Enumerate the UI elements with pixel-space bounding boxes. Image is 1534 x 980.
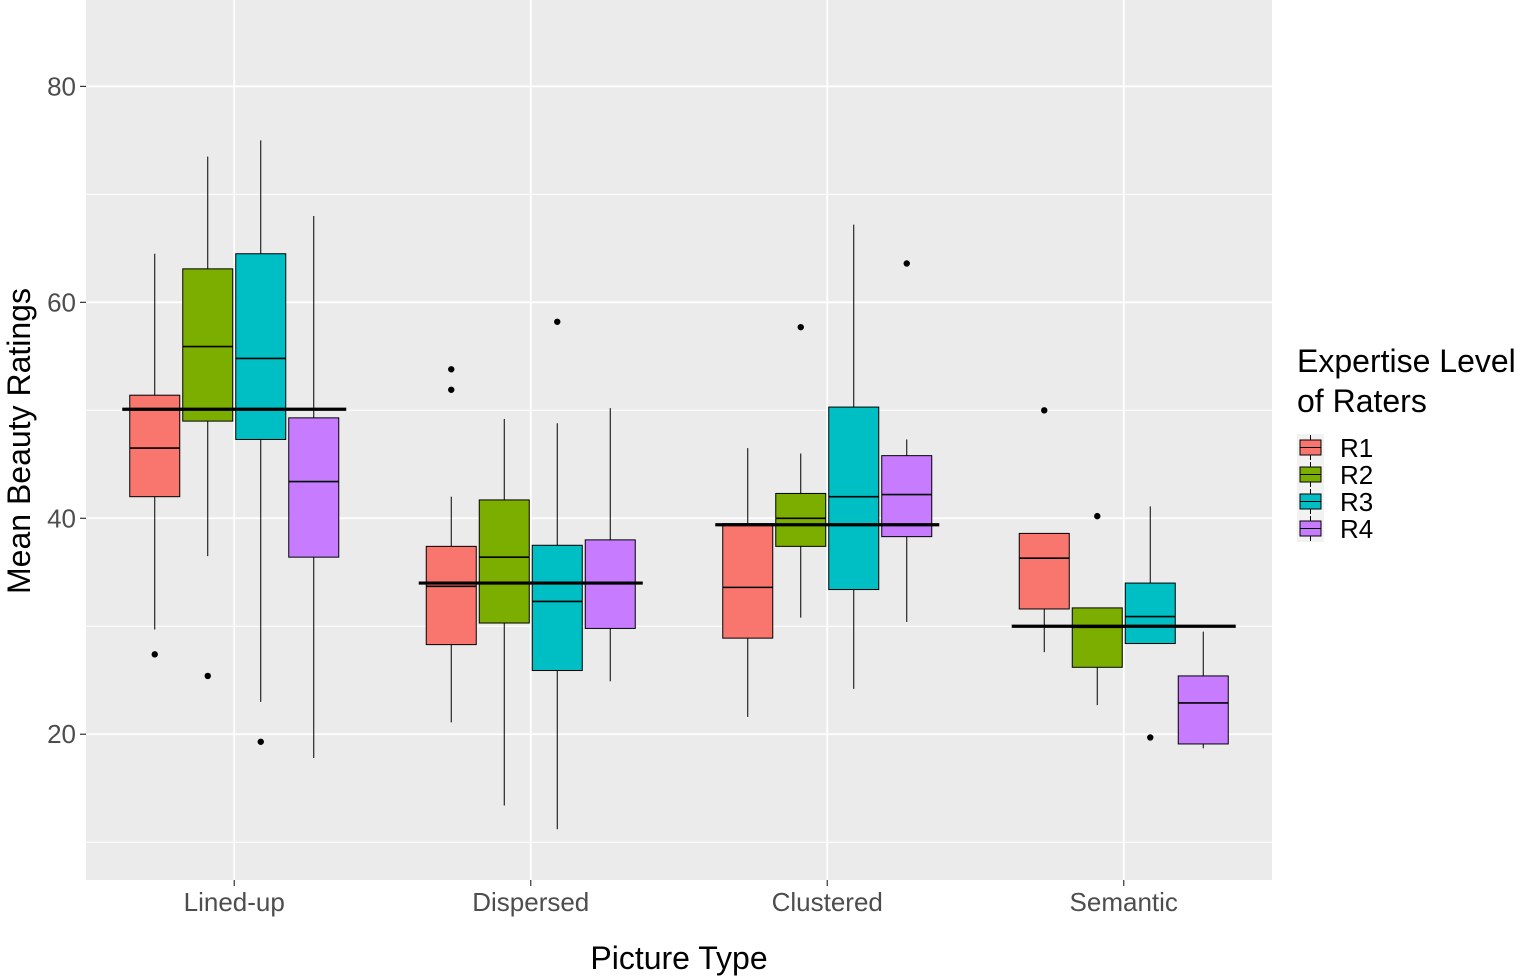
box-R2-Lined-up [182,156,234,680]
y-axis-title: Mean Beauty Ratings [1,288,37,594]
box-R4-Lined-up [288,215,340,758]
box-R2-Semantic [1071,512,1123,706]
box-R4-Clustered [881,260,933,622]
box-iqr [1124,582,1176,645]
box-R3-Dispersed [531,318,583,830]
boxplot-marks [129,140,1229,830]
box-R1-Lined-up [129,253,181,658]
legend-label-R4: R4 [1340,514,1373,544]
box-iqr [425,545,477,646]
outlier-point [1094,512,1101,520]
y-tick-label: 80 [47,71,76,101]
outlier-point [257,738,264,745]
x-tick-label: Semantic [1070,887,1178,917]
x-tick-label: Dispersed [472,887,589,917]
y-tick-label: 40 [47,503,76,533]
outlier-point [204,672,211,680]
box-iqr [288,417,340,558]
y-axis: 20 40 60 80 [47,71,86,749]
box-iqr [478,499,530,624]
outlier-point [448,366,455,373]
box-R1-Clustered [722,448,774,717]
box-R3-Semantic [1124,506,1176,741]
box-R1-Dispersed [425,366,477,723]
x-axis: Lined-up Dispersed Clustered Semantic [184,880,1178,917]
x-tick-label: Lined-up [184,887,285,917]
y-tick-label: 20 [47,719,76,749]
box-R3-Clustered [828,224,880,689]
box-iqr [182,268,234,422]
outlier-point [554,318,561,325]
box-iqr [881,455,933,538]
box-R2-Clustered [775,323,827,618]
box-iqr [129,394,181,498]
box-iqr [1018,532,1070,610]
outlier-point [448,386,455,393]
outlier-point [797,323,804,331]
x-tick-label: Clustered [772,887,883,917]
box-R1-Semantic [1018,407,1070,653]
box-iqr [775,492,827,547]
group-mean-lines [122,407,1236,628]
legend-label-R1: R1 [1340,433,1373,463]
outlier-point [903,260,910,267]
box-R2-Dispersed [478,418,530,806]
outlier-point [1147,734,1154,741]
legend-title-line-2: of Raters [1297,383,1427,419]
box-iqr [828,406,880,591]
box-R4-Semantic [1177,631,1229,749]
outlier-point [1041,407,1048,414]
box-iqr [235,253,287,440]
outlier-point [151,651,158,658]
plot-panel [86,0,1272,880]
box-iqr [531,544,583,672]
box-iqr [722,523,774,639]
y-tick-label: 60 [47,287,76,317]
legend-label-R2: R2 [1340,460,1373,490]
box-iqr [1177,675,1229,745]
legend-label-R3: R3 [1340,487,1373,517]
box-iqr [1071,607,1123,668]
legend-title-line-1: Expertise Level [1297,343,1516,379]
x-axis-title: Picture Type [590,940,767,976]
